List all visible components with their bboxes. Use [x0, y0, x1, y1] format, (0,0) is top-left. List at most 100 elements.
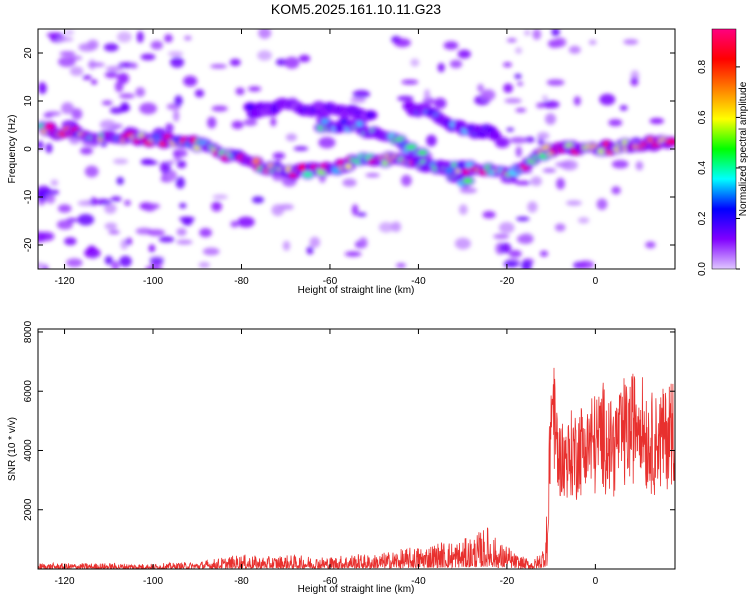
speckle: [117, 31, 132, 43]
speckle: [516, 81, 524, 86]
speckle: [101, 100, 113, 106]
speckle: [173, 149, 188, 158]
speckle: [482, 211, 496, 219]
speckle: [516, 216, 530, 222]
speckle: [66, 258, 83, 268]
spectrogram-heat: [38, 29, 675, 269]
ridge-mark: [646, 137, 654, 143]
speckle: [356, 212, 367, 217]
spectrogram-y-label: Frequency (Hz): [7, 115, 18, 184]
speckle: [410, 58, 420, 67]
speckle: [167, 160, 175, 165]
speckle: [551, 29, 560, 37]
x-tick-label: -100: [143, 276, 163, 287]
speckle: [164, 34, 173, 43]
speckle: [516, 234, 534, 244]
speckle: [527, 201, 538, 213]
speckle: [118, 93, 135, 99]
speckle: [114, 81, 124, 93]
colorbar-tick-label: 0.8: [697, 60, 708, 74]
speckle: [104, 71, 119, 79]
speckle: [515, 146, 522, 158]
speckle: [199, 228, 213, 238]
speckle: [77, 214, 95, 226]
speckle: [176, 239, 193, 245]
speckle: [649, 117, 664, 125]
speckle: [454, 237, 471, 250]
speckle: [104, 203, 117, 214]
speckle: [237, 216, 255, 228]
speckle: [63, 30, 75, 35]
speckle: [588, 39, 597, 45]
speckle: [270, 117, 277, 127]
speckle: [498, 222, 515, 234]
speckle: [110, 196, 122, 202]
speckle: [57, 204, 72, 213]
spectrogram-x-label: Height of straight line (km): [298, 285, 415, 296]
speckle: [59, 51, 76, 56]
x-tick-label: -120: [55, 576, 75, 587]
speckle: [198, 261, 210, 269]
speckle: [506, 127, 515, 132]
speckle: [44, 111, 62, 116]
speckle: [124, 200, 131, 206]
x-tick-label: -60: [323, 276, 338, 287]
speckle: [38, 140, 44, 150]
speckle: [433, 97, 447, 109]
speckle: [437, 62, 445, 73]
speckle: [148, 244, 156, 253]
speckle: [212, 194, 228, 200]
x-tick-label: 0: [593, 576, 599, 587]
speckle: [105, 66, 124, 72]
speckle: [170, 56, 185, 68]
speckle: [499, 242, 512, 254]
speckle: [278, 203, 294, 211]
speckle: [147, 229, 166, 237]
y-tick-label: -10: [23, 189, 34, 204]
speckle: [77, 200, 95, 207]
speckle: [536, 131, 550, 140]
speckle: [509, 136, 527, 144]
speckle: [135, 87, 146, 98]
speckle: [113, 158, 129, 165]
speckle: [520, 260, 532, 269]
speckle: [90, 79, 98, 85]
speckle: [69, 66, 84, 76]
speckle: [159, 161, 171, 174]
speckle: [235, 87, 245, 96]
ridge-mark: [665, 139, 675, 145]
colorbar-tick-label: 0.2: [697, 211, 708, 225]
speckle: [61, 102, 74, 115]
speckle: [503, 260, 519, 268]
speckle: [94, 198, 112, 205]
speckle: [50, 189, 59, 195]
speckle: [309, 236, 321, 248]
speckle: [458, 204, 468, 215]
speckle: [344, 251, 362, 257]
y-tick-label: 20: [23, 47, 34, 59]
speckle: [38, 262, 45, 269]
ridge-mark: [356, 121, 363, 127]
speckle: [285, 133, 297, 142]
speckle: [596, 198, 608, 210]
y-tick-label: 8000: [23, 320, 34, 343]
speckle: [631, 137, 642, 142]
speckle: [401, 79, 419, 85]
speckle: [229, 58, 241, 67]
speckle: [120, 105, 131, 112]
speckle: [38, 231, 46, 243]
snr-y-label: SNR (10 * v/v): [7, 417, 18, 481]
speckle: [494, 136, 510, 148]
colorbar-gradient: [711, 28, 737, 270]
ridge-mark: [462, 178, 473, 184]
speckle: [645, 241, 656, 249]
speckle: [503, 62, 512, 67]
y-tick-label: 2000: [23, 498, 34, 521]
ridge-mark: [445, 167, 454, 175]
speckle: [524, 136, 535, 143]
speckle: [182, 217, 193, 226]
speckle: [298, 54, 311, 63]
speckle: [145, 205, 160, 209]
speckle: [293, 146, 309, 151]
